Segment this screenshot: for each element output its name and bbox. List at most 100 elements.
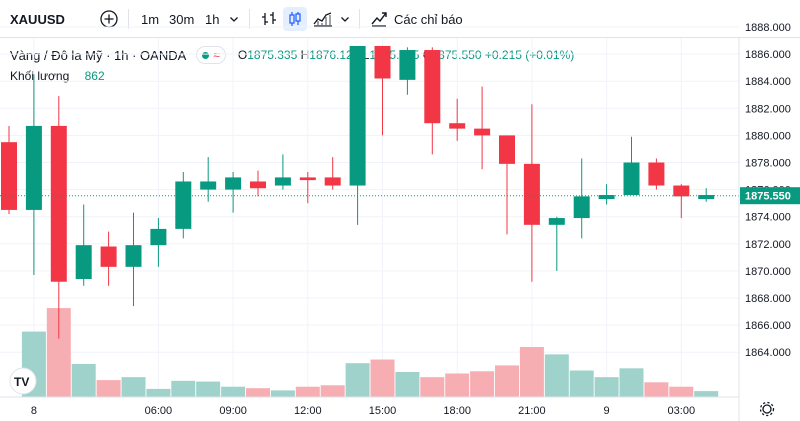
price-tick-label: 1884.000 (745, 76, 791, 88)
candles-icon (289, 12, 301, 26)
open-value: 1875.335 (247, 48, 298, 62)
time-axis: 8 06:00 09:00 12:00 15:00 18:00 21:00 9 03:00 (31, 405, 695, 417)
area-chart-icon (313, 12, 332, 27)
price-tick-label: 1878.000 (745, 158, 791, 170)
candle-body (523, 163, 540, 225)
volume-bar (569, 370, 594, 397)
volume-bar (246, 388, 270, 397)
svg-text:TV: TV (14, 375, 29, 389)
toolbar-divider (249, 9, 250, 29)
toolbar-divider (128, 9, 129, 29)
indicators-icon-button[interactable] (368, 7, 390, 31)
volume-bar (196, 381, 221, 397)
volume-bar (171, 380, 196, 397)
timeframe-dropdown[interactable] (226, 7, 242, 31)
symbol-name[interactable]: XAUUSD (10, 11, 65, 27)
chart-grid (0, 26, 739, 397)
price-tick-label: 1874.000 (745, 212, 791, 224)
price-tick-label: 1882.000 (745, 103, 791, 115)
candle-body (648, 162, 665, 186)
volume-bar (221, 386, 246, 397)
time-tick-label: 06:00 (145, 405, 173, 417)
price-tick-label: 1886.000 (745, 49, 791, 61)
candle-body (125, 245, 142, 267)
volume-bar (370, 359, 395, 397)
candle-body (698, 195, 715, 200)
current-price-tag-bg (740, 187, 800, 205)
candle-body (424, 50, 441, 124)
price-tick-label: 1864.000 (745, 347, 791, 359)
toolbar-divider (359, 9, 360, 29)
volume-bar (644, 382, 669, 397)
candle-body (598, 195, 615, 200)
volume-bar (270, 390, 295, 397)
volume-bar (445, 373, 470, 397)
volume-bar (470, 371, 495, 397)
volume-bar (594, 377, 619, 397)
volume-bar (519, 347, 544, 397)
legend-title[interactable]: Vàng / Đô la Mỹ · 1h · OANDA (10, 47, 187, 63)
volume-bar (694, 391, 719, 397)
candle-body (25, 125, 42, 210)
current-price-label: 1875.550 (745, 191, 791, 203)
bar-chart-icon (262, 12, 276, 25)
candle-body (548, 218, 565, 225)
chart-type-dropdown[interactable] (337, 7, 353, 31)
candle-body (399, 50, 416, 80)
time-tick-label: 21:00 (518, 405, 546, 417)
timeframe-1m[interactable]: 1m (141, 11, 160, 27)
candle-body (499, 135, 515, 164)
candle-body (349, 45, 366, 186)
volume-bar (71, 363, 96, 397)
candle-body (200, 181, 217, 190)
approx-icon: ≈ (213, 48, 220, 62)
volume-bar (96, 380, 121, 397)
price-tick-label: 1880.000 (745, 130, 791, 142)
price-tick-label: 1870.000 (745, 266, 791, 278)
time-tick-label: 03:00 (668, 405, 696, 417)
candle-body (299, 177, 316, 181)
price-tick-label: 1868.000 (745, 293, 791, 305)
chevron-down-icon (341, 17, 349, 22)
area-chart-button[interactable] (311, 7, 335, 31)
current-price-tag: 1875.550 (740, 187, 800, 205)
timeframe-1h[interactable]: 1h (205, 11, 220, 27)
candle-body (449, 123, 466, 129)
candle-body (175, 181, 192, 229)
time-tick-label: 15:00 (369, 405, 397, 417)
volume-label[interactable]: Khối lượng (10, 69, 70, 83)
volume-bar (669, 386, 694, 397)
candle-body (573, 196, 590, 219)
change-value: +0.215 (+0.01%) (484, 48, 575, 62)
indicators-button[interactable]: Các chỉ báo (394, 11, 463, 27)
candle-body (150, 228, 167, 246)
candle-body (50, 125, 67, 282)
candle-body (623, 162, 640, 196)
volume-value: 862 (84, 69, 105, 83)
timeframe-30m[interactable]: 30m (169, 11, 195, 27)
candle-body (75, 245, 92, 280)
chevron-down-icon (230, 17, 238, 22)
market-status-pill[interactable]: ≈ (196, 46, 226, 64)
indicators-icon (371, 12, 387, 27)
volume-bar (146, 388, 171, 397)
market-open-dot-icon (202, 51, 210, 59)
volume-bar (295, 386, 320, 397)
volume-bar (320, 385, 345, 397)
settings-gear-icon (759, 401, 775, 417)
volume-bar (395, 372, 420, 397)
candle-body (374, 45, 391, 79)
bar-chart-button[interactable] (257, 7, 281, 31)
price-tick-label: 1888.000 (745, 22, 791, 34)
volume-bar (121, 377, 146, 397)
volume-bar (420, 377, 445, 397)
high-value: 1876.120 (309, 48, 360, 62)
tradingview-logo-icon: TV (9, 367, 37, 395)
candle-body (1, 142, 17, 210)
time-tick-label: 09:00 (219, 405, 247, 417)
volume-bar (495, 365, 519, 397)
time-tick-label: 12:00 (294, 405, 322, 417)
candle-body (274, 177, 291, 186)
candles (1, 45, 715, 339)
